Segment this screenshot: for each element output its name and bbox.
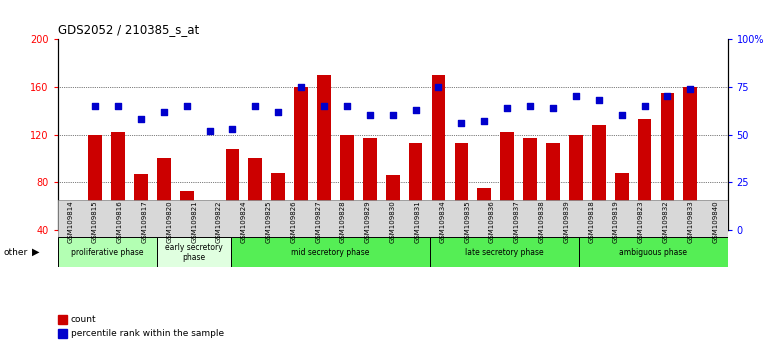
Bar: [157, 159, 171, 278]
Bar: [638, 119, 651, 278]
Bar: [500, 132, 514, 278]
Point: [89, 103, 101, 109]
Point: [318, 103, 330, 109]
Text: GSM109819: GSM109819: [613, 200, 619, 243]
Point: [180, 103, 192, 109]
Point: [226, 126, 239, 132]
Bar: [226, 149, 239, 278]
Point: [455, 120, 467, 126]
Text: count: count: [71, 315, 96, 324]
Bar: [477, 188, 491, 278]
Bar: [614, 173, 628, 278]
Bar: [661, 93, 675, 278]
Point: [685, 86, 697, 91]
Point: [638, 103, 651, 109]
Bar: [432, 75, 445, 278]
Point: [249, 103, 262, 109]
Text: GSM109834: GSM109834: [440, 200, 445, 242]
Text: mid secretory phase: mid secretory phase: [292, 248, 370, 257]
Bar: [592, 125, 606, 278]
Bar: [249, 159, 263, 278]
Bar: [179, 191, 193, 278]
Text: GDS2052 / 210385_s_at: GDS2052 / 210385_s_at: [58, 23, 199, 36]
Point: [524, 103, 536, 109]
Point: [432, 84, 444, 90]
Text: other: other: [4, 248, 28, 257]
Text: GSM109824: GSM109824: [241, 200, 247, 242]
Point: [387, 113, 399, 118]
Bar: [203, 210, 216, 278]
Text: GSM109814: GSM109814: [67, 200, 73, 242]
Text: GSM109828: GSM109828: [340, 200, 346, 242]
Point: [570, 93, 582, 99]
Point: [158, 109, 170, 114]
Point: [615, 113, 628, 118]
Text: GSM109835: GSM109835: [464, 200, 470, 242]
Text: GSM109822: GSM109822: [216, 200, 222, 242]
Bar: [89, 135, 102, 278]
Text: GSM109816: GSM109816: [117, 200, 122, 243]
Point: [593, 97, 605, 103]
Bar: [111, 132, 125, 278]
Point: [295, 84, 307, 90]
Bar: [523, 138, 537, 278]
Bar: [569, 135, 583, 278]
Text: GSM109820: GSM109820: [166, 200, 172, 242]
Text: GSM109827: GSM109827: [315, 200, 321, 242]
Bar: [386, 175, 400, 278]
Text: GSM109839: GSM109839: [564, 200, 569, 243]
Point: [341, 103, 353, 109]
Text: GSM109817: GSM109817: [142, 200, 148, 243]
Point: [203, 128, 216, 133]
Text: GSM109826: GSM109826: [290, 200, 296, 242]
Text: GSM109837: GSM109837: [514, 200, 520, 243]
Point: [112, 103, 124, 109]
Point: [501, 105, 514, 110]
Point: [478, 118, 490, 124]
Bar: [58, 237, 157, 267]
Text: GSM109836: GSM109836: [489, 200, 495, 243]
Point: [272, 109, 284, 114]
Text: GSM109830: GSM109830: [390, 200, 396, 243]
Text: GSM109829: GSM109829: [365, 200, 371, 242]
Text: early secretory
phase: early secretory phase: [166, 242, 223, 262]
Bar: [340, 135, 353, 278]
Text: GSM109821: GSM109821: [191, 200, 197, 242]
Text: GSM109833: GSM109833: [688, 200, 694, 243]
Text: ambiguous phase: ambiguous phase: [619, 248, 687, 257]
Bar: [232, 237, 430, 267]
Bar: [363, 138, 377, 278]
Text: GSM109840: GSM109840: [712, 200, 718, 242]
Point: [661, 93, 674, 99]
Text: GSM109823: GSM109823: [638, 200, 644, 242]
Bar: [454, 143, 468, 278]
Bar: [271, 173, 285, 278]
Text: GSM109831: GSM109831: [414, 200, 420, 243]
Point: [410, 107, 422, 113]
Text: GSM109832: GSM109832: [663, 200, 668, 242]
Bar: [409, 143, 423, 278]
Bar: [134, 174, 148, 278]
Text: GSM109818: GSM109818: [588, 200, 594, 243]
Bar: [294, 87, 308, 278]
Bar: [317, 75, 331, 278]
Text: proliferative phase: proliferative phase: [71, 248, 144, 257]
Text: percentile rank within the sample: percentile rank within the sample: [71, 329, 224, 338]
Text: GSM109825: GSM109825: [266, 200, 272, 242]
Point: [363, 113, 376, 118]
Text: ▶: ▶: [32, 247, 40, 257]
Bar: [546, 143, 560, 278]
Bar: [684, 87, 697, 278]
Bar: [579, 237, 728, 267]
Text: GSM109838: GSM109838: [538, 200, 544, 243]
Bar: [430, 237, 579, 267]
Text: GSM109815: GSM109815: [92, 200, 98, 242]
Bar: [157, 237, 232, 267]
Text: late secretory phase: late secretory phase: [465, 248, 544, 257]
Point: [135, 116, 147, 122]
Point: [547, 105, 559, 110]
